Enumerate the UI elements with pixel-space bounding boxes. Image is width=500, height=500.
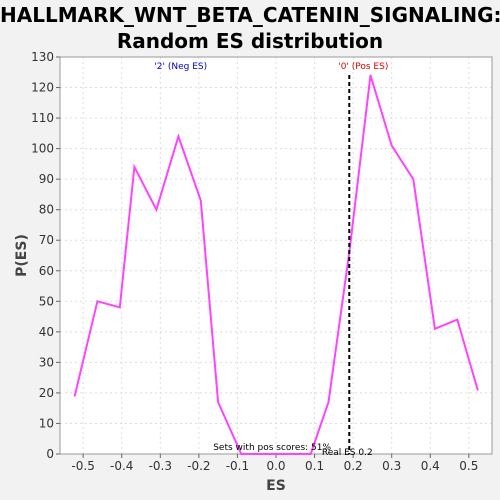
y-tick-label: 130 xyxy=(31,50,54,64)
x-tick-label: 0.5 xyxy=(459,459,478,473)
data-point xyxy=(118,306,121,309)
chart-title: HALLMARK_WNT_BETA_CATENIN_SIGNALING: Ran… xyxy=(0,2,500,54)
x-tick-label: -0.5 xyxy=(71,459,94,473)
y-axis-title: P(ES) xyxy=(14,234,30,277)
y-tick-label: 90 xyxy=(39,172,54,186)
real-es-label: Real ES 0.2 xyxy=(322,448,373,458)
y-tick-label: 70 xyxy=(39,233,54,247)
data-point xyxy=(217,401,219,403)
x-tick-label: 0.2 xyxy=(344,459,363,473)
data-point xyxy=(240,453,243,455)
data-point xyxy=(155,208,158,211)
series-layer xyxy=(73,74,479,455)
y-tick-label: 50 xyxy=(39,294,54,308)
data-point xyxy=(177,135,180,138)
y-tick-label: 20 xyxy=(39,386,54,400)
x-tick-label: -0.2 xyxy=(187,459,210,473)
y-tick-label: 120 xyxy=(31,81,54,95)
y-tick-label: 80 xyxy=(39,203,54,217)
x-tick-label: 0.1 xyxy=(305,459,324,473)
y-tick-label: 30 xyxy=(39,355,54,369)
neg-es-label: '2' (Neg ES) xyxy=(154,62,207,72)
x-tick-label: 0.0 xyxy=(266,459,285,473)
data-point xyxy=(327,401,330,403)
data-point xyxy=(369,74,372,77)
x-tick-label: -0.1 xyxy=(226,459,249,473)
chart-title-line1: HALLMARK_WNT_BETA_CATENIN_SIGNALING: xyxy=(0,3,500,27)
pos-es-label: '0' (Pos ES) xyxy=(338,62,388,72)
y-tick-label: 100 xyxy=(31,142,54,156)
data-point xyxy=(309,453,312,455)
x-tick-label: 0.3 xyxy=(382,459,401,473)
data-point xyxy=(412,178,415,180)
pos-scores-label: Sets with pos scores: 51% xyxy=(213,443,331,453)
axes: -0.5 -0.4 -0.3 -0.2 -0.1 0.0 0.1 0.2 0.3 0.4 0.5 0 1… xyxy=(31,50,493,473)
data-point xyxy=(434,327,436,330)
data-point xyxy=(199,199,202,202)
grid xyxy=(60,56,492,455)
annotations: '2' (Neg ES) '0' (Pos ES) Sets with pos sc… xyxy=(154,62,388,458)
data-point xyxy=(456,318,459,321)
series-line xyxy=(73,75,479,455)
data-point xyxy=(133,166,136,168)
y-tick-label: 110 xyxy=(31,111,54,125)
x-tick-label: 0.4 xyxy=(421,459,440,473)
y-tick-label: 40 xyxy=(39,325,54,339)
chart-title-line2: Random ES distribution xyxy=(116,29,384,53)
data-point xyxy=(96,300,99,303)
x-tick-label: -0.3 xyxy=(149,459,172,473)
data-point xyxy=(286,453,289,455)
data-point xyxy=(263,453,266,455)
data-point xyxy=(476,389,479,391)
data-point xyxy=(73,395,76,397)
data-point xyxy=(390,144,393,147)
x-axis-title: ES xyxy=(266,478,286,494)
y-tick-label: 0 xyxy=(46,447,54,461)
y-tick-label: 10 xyxy=(39,416,54,430)
y-tick-label: 60 xyxy=(39,264,54,278)
x-tick-label: -0.4 xyxy=(110,459,133,473)
